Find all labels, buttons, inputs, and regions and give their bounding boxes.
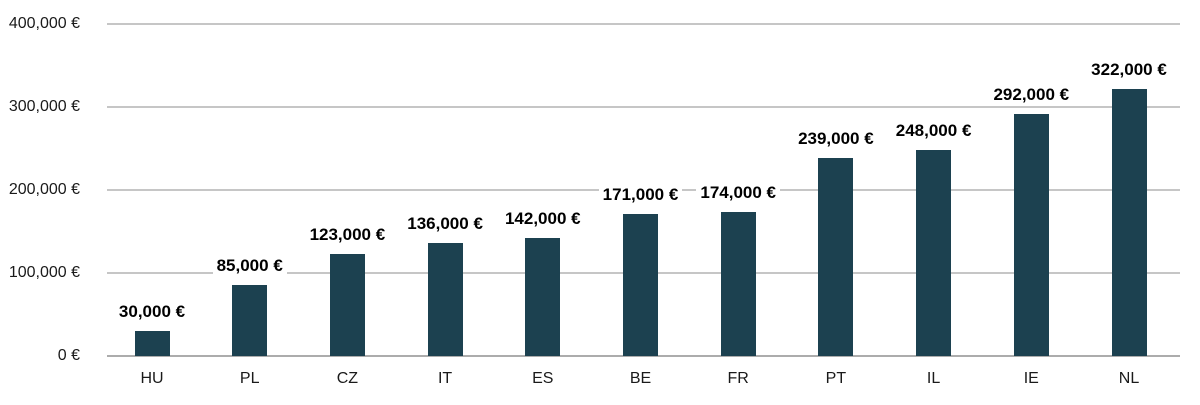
bar-il	[916, 150, 952, 356]
x-axis-tick-label: BE	[629, 370, 652, 387]
x-axis-tick-label: PT	[825, 370, 847, 387]
x-axis-tick-label: ES	[532, 370, 554, 387]
x-axis-tick-label: IE	[1023, 370, 1039, 387]
bar-value-label: 85,000 €	[170, 256, 330, 276]
y-axis-tick-label: 100,000 €	[8, 264, 80, 281]
y-gridline	[107, 106, 1180, 108]
y-axis-tick-label: 400,000 €	[8, 15, 80, 32]
bar-value-label: 30,000 €	[72, 302, 232, 322]
x-axis-tick-label: CZ	[336, 370, 359, 387]
x-axis-tick-label: IL	[926, 370, 941, 387]
bar-value-label: 292,000 €	[951, 84, 1111, 105]
x-axis-tick-label: IT	[437, 370, 453, 387]
x-axis-baseline	[107, 355, 1180, 357]
bar-be	[623, 214, 658, 356]
bar-value-label: 174,000 €	[658, 182, 818, 203]
bar-value-label: 239,000 €	[756, 128, 916, 149]
y-gridline	[107, 23, 1180, 25]
bar-value-label: 248,000 €	[854, 121, 1014, 141]
bar-fr	[720, 211, 756, 356]
y-axis-tick-label: 0 €	[57, 347, 80, 364]
bar-nl	[1111, 88, 1147, 356]
y-axis-tick-label: 300,000 €	[8, 98, 80, 115]
bar-cz	[329, 253, 365, 356]
bar-value-label: 142,000 €	[463, 209, 623, 229]
bar-pt	[818, 157, 854, 356]
bar-pl	[232, 285, 268, 356]
bar-value-label: 322,000 €	[1049, 59, 1200, 80]
bar-value-label: 136,000 €	[365, 214, 525, 234]
x-axis-tick-label: PL	[239, 370, 260, 387]
bar-es	[525, 238, 561, 356]
bar-hu	[134, 331, 170, 356]
bar-value-label: 171,000 €	[561, 185, 721, 205]
bar-value-label: 123,000 €	[267, 224, 427, 245]
bar-it	[427, 243, 463, 356]
y-axis-tick-label: 200,000 €	[8, 181, 80, 198]
bar-ie	[1013, 113, 1049, 356]
x-axis-tick-label: FR	[727, 370, 749, 387]
x-axis-tick-label: NL	[1118, 370, 1140, 387]
x-axis-tick-label: HU	[140, 370, 164, 387]
